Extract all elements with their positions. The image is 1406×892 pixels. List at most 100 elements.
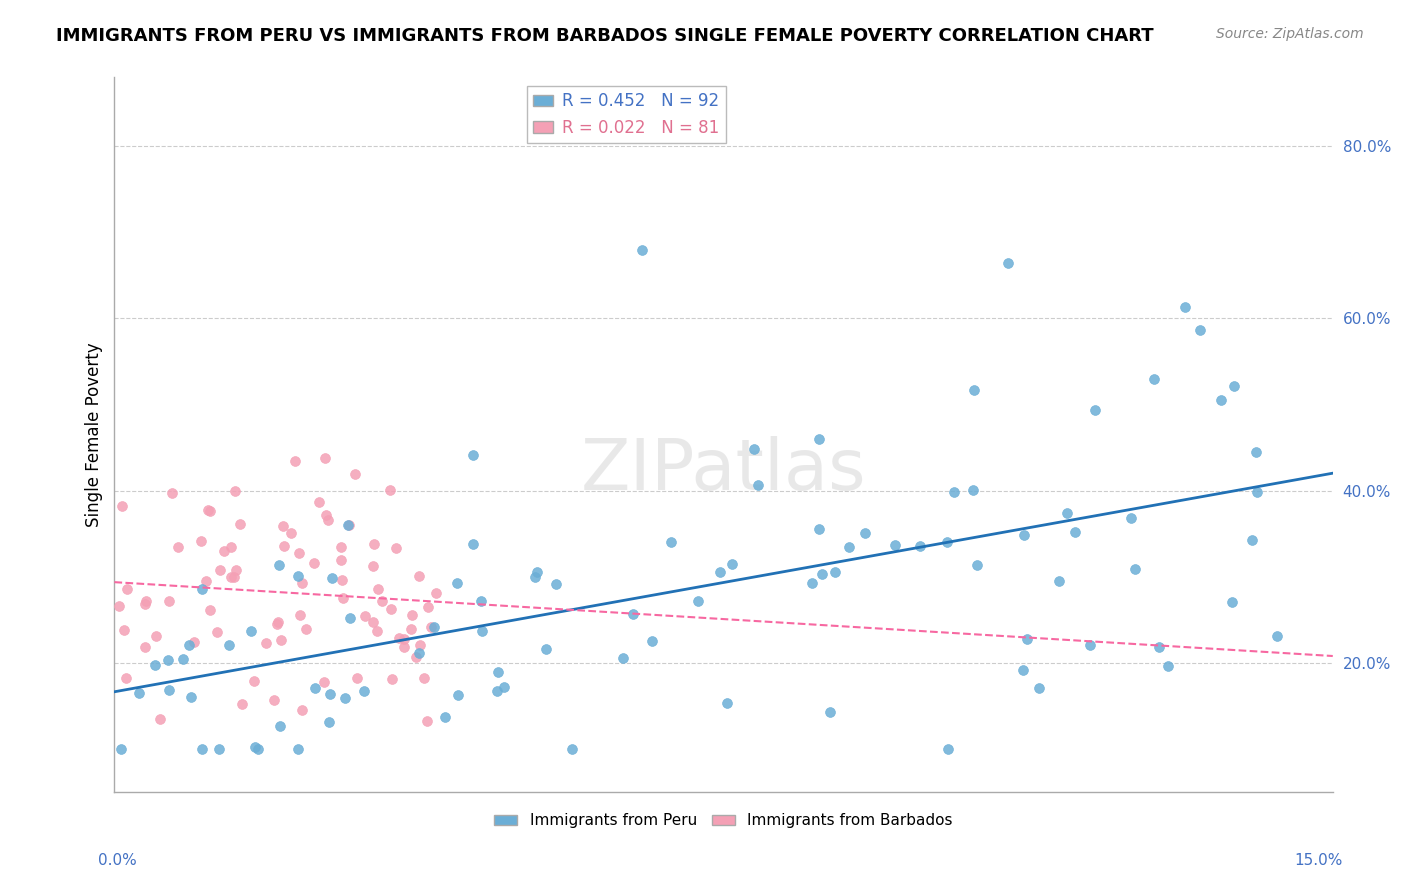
Text: Source: ZipAtlas.com: Source: ZipAtlas.com xyxy=(1216,27,1364,41)
Point xyxy=(239,624,262,638)
Point xyxy=(166,541,188,555)
Point xyxy=(486,665,509,679)
Point xyxy=(143,658,166,673)
Point xyxy=(346,671,368,685)
Point xyxy=(883,538,905,552)
Point xyxy=(686,594,709,608)
Point xyxy=(461,537,484,551)
Point xyxy=(659,535,682,549)
Point xyxy=(486,684,509,698)
Point xyxy=(337,517,360,532)
Point xyxy=(963,384,986,398)
Point xyxy=(280,525,302,540)
Point xyxy=(291,576,314,591)
Point xyxy=(716,696,738,710)
Point xyxy=(134,640,156,655)
Point xyxy=(156,653,179,667)
Point xyxy=(318,715,340,730)
Point xyxy=(385,541,408,555)
Point xyxy=(366,624,388,638)
Point xyxy=(291,703,314,717)
Point xyxy=(1157,658,1180,673)
Point xyxy=(361,559,384,574)
Point xyxy=(149,712,172,726)
Y-axis label: Single Female Poverty: Single Female Poverty xyxy=(86,343,103,527)
Point xyxy=(271,518,294,533)
Point xyxy=(194,574,217,588)
Point xyxy=(824,565,846,579)
Point xyxy=(110,742,132,756)
Point xyxy=(494,680,516,694)
Point xyxy=(1246,445,1268,459)
Point xyxy=(335,690,357,705)
Text: 0.0%: 0.0% xyxy=(98,854,138,868)
Point xyxy=(197,503,219,517)
Point xyxy=(228,516,250,531)
Point xyxy=(254,636,277,650)
Point xyxy=(183,635,205,649)
Point xyxy=(112,623,135,637)
Text: 15.0%: 15.0% xyxy=(1295,854,1343,868)
Point xyxy=(263,693,285,707)
Point xyxy=(405,650,427,665)
Point xyxy=(1011,663,1033,677)
Point xyxy=(1063,524,1085,539)
Point xyxy=(837,540,859,554)
Point xyxy=(221,541,243,555)
Point xyxy=(811,566,834,581)
Point xyxy=(270,633,292,648)
Point xyxy=(339,610,361,624)
Point xyxy=(267,615,290,629)
Point xyxy=(198,504,221,518)
Point xyxy=(709,565,731,579)
Point xyxy=(1047,574,1070,588)
Point xyxy=(534,642,557,657)
Point xyxy=(470,624,492,638)
Point xyxy=(470,593,492,607)
Point xyxy=(408,569,430,583)
Point xyxy=(962,483,984,498)
Point xyxy=(315,508,337,522)
Point xyxy=(1209,393,1232,408)
Point xyxy=(742,442,765,456)
Point xyxy=(1123,561,1146,575)
Point xyxy=(367,582,389,596)
Point xyxy=(224,483,246,498)
Point xyxy=(344,467,367,482)
Point xyxy=(526,565,548,579)
Point xyxy=(337,518,360,533)
Point xyxy=(1246,484,1268,499)
Point xyxy=(329,553,352,567)
Point xyxy=(413,671,436,685)
Point xyxy=(1174,300,1197,314)
Point xyxy=(910,539,932,553)
Point xyxy=(370,593,392,607)
Point xyxy=(157,683,180,698)
Text: IMMIGRANTS FROM PERU VS IMMIGRANTS FROM BARBADOS SINGLE FEMALE POVERTY CORRELATI: IMMIGRANTS FROM PERU VS IMMIGRANTS FROM … xyxy=(56,27,1154,45)
Point xyxy=(446,576,468,591)
Point xyxy=(801,576,824,591)
Point xyxy=(353,609,375,624)
Text: ZIPatlas: ZIPatlas xyxy=(581,436,866,505)
Point xyxy=(1223,379,1246,393)
Point xyxy=(419,620,441,634)
Point xyxy=(408,647,430,661)
Point xyxy=(380,602,402,616)
Point xyxy=(1265,628,1288,642)
Point xyxy=(523,570,546,584)
Point xyxy=(807,522,830,536)
Point xyxy=(721,557,744,571)
Point xyxy=(361,615,384,629)
Point xyxy=(198,603,221,617)
Point xyxy=(401,608,423,623)
Point xyxy=(943,485,966,500)
Point xyxy=(207,624,229,639)
Point xyxy=(273,539,295,553)
Point xyxy=(267,558,290,572)
Point xyxy=(818,705,841,719)
Point xyxy=(287,569,309,583)
Point xyxy=(463,448,485,462)
Point xyxy=(423,620,446,634)
Point xyxy=(388,631,411,645)
Point xyxy=(434,710,457,724)
